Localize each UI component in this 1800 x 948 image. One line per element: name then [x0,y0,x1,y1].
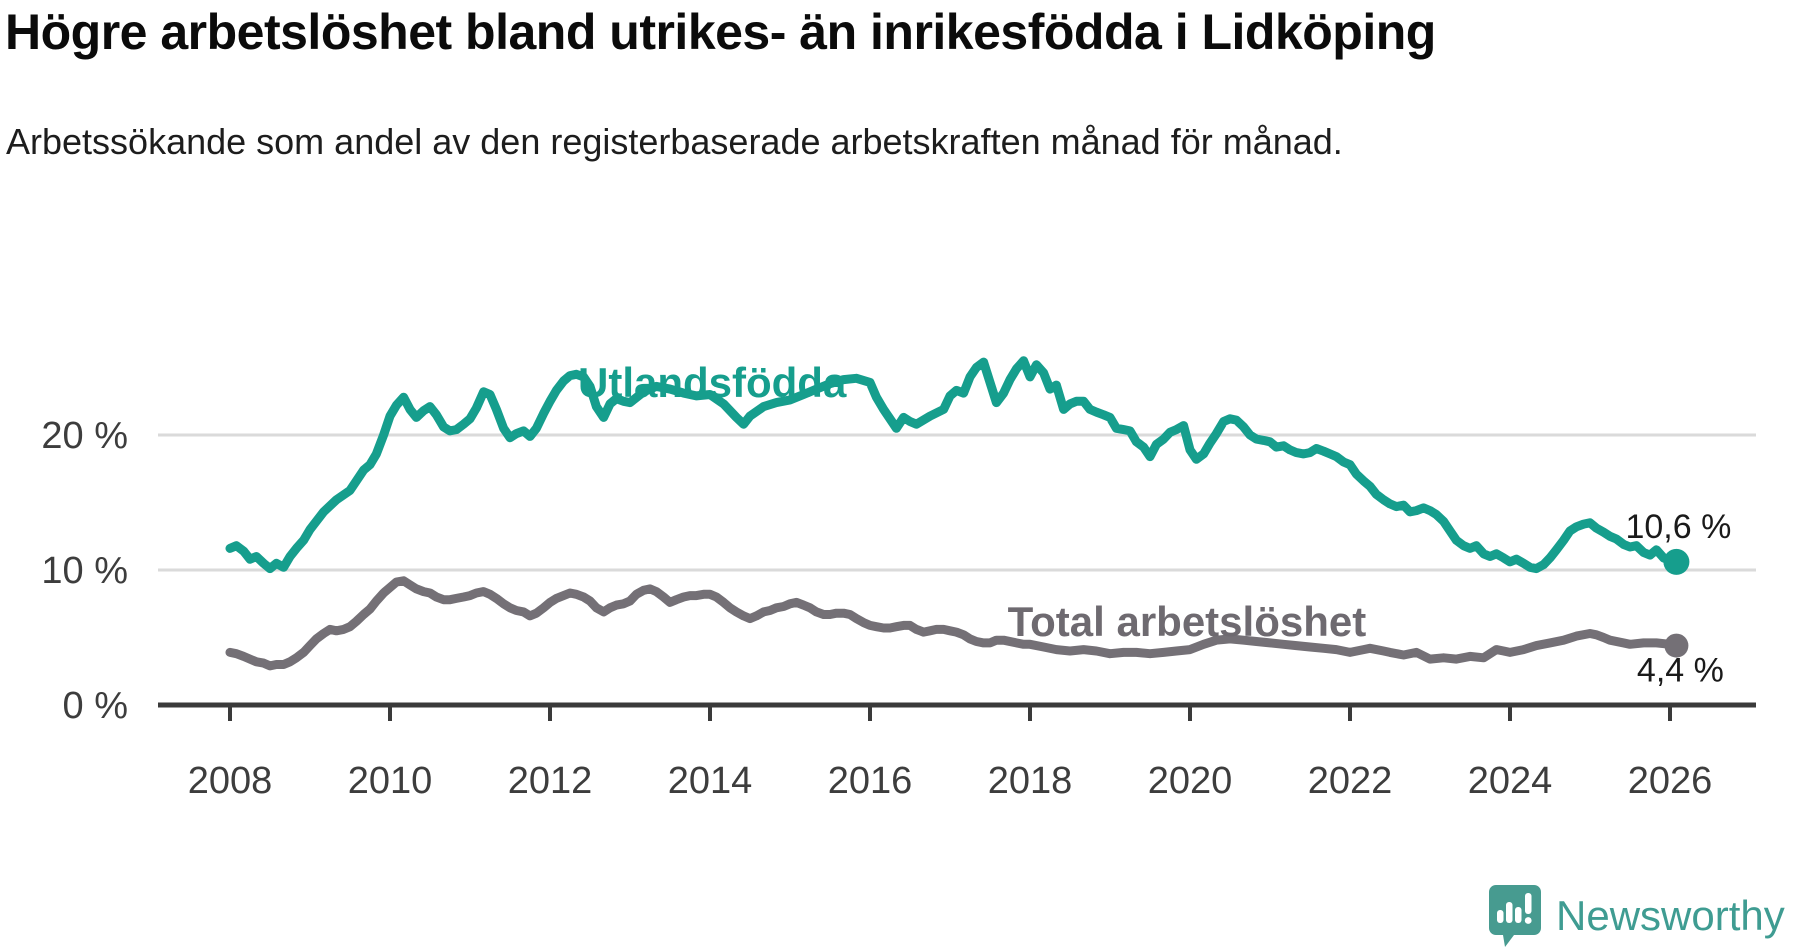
bar-chart-glyph [1497,893,1532,924]
page-title: Högre arbetslöshet bland utrikes- än inr… [5,4,1436,60]
series-end-dot-utlandsfodda [1663,548,1690,575]
newsworthy-logo: Newsworthy [1488,884,1785,948]
series-end-value-utlandsfodda: 10,6 % [1625,508,1731,546]
x-tick-label-2010: 2010 [348,760,433,802]
y-tick-label-20: 20 % [41,415,128,457]
x-tick-label-2022: 2022 [1308,760,1393,802]
newsworthy-logo-text: Newsworthy [1556,892,1785,939]
chart-subtitle: Arbetssökande som andel av den registerb… [6,121,1343,162]
x-tick-label-2018: 2018 [988,760,1073,802]
x-tick-label-2008: 2008 [188,760,273,802]
series-line-utlandsfodda [225,356,1681,574]
series-label-utlandsfodda: Utlandsfödda [578,359,847,406]
series-line-total-arbetsloshet [225,576,1681,671]
x-tick-label-2020: 2020 [1148,760,1233,802]
y-tick-label-0: 0 % [63,685,128,727]
series-label-total-arbetsloshet: Total arbetslöshet [1008,598,1367,645]
chart-labels: 0 % 10 % 20 % 2008 2010 2012 2014 2016 2018 2020 2… [41,359,1731,802]
y-tick-label-10: 10 % [41,550,128,592]
series-end-value-total-arbetsloshet: 4,4 % [1637,652,1724,690]
x-axis [158,702,1756,721]
series-end-dot-total-arbetsloshet [1664,633,1689,658]
exclamation-dot [1524,917,1532,924]
x-tick-label-2026: 2026 [1628,760,1713,802]
newsworthy-logo-icon [1489,885,1541,947]
exclamation-bar [1525,893,1532,914]
gridlines [158,433,1756,572]
x-tick-label-2024: 2024 [1468,760,1553,802]
x-tick-label-2016: 2016 [828,760,913,802]
x-tick-label-2012: 2012 [508,760,593,802]
x-tick-label-2014: 2014 [668,760,753,802]
series-lines [225,356,1690,671]
